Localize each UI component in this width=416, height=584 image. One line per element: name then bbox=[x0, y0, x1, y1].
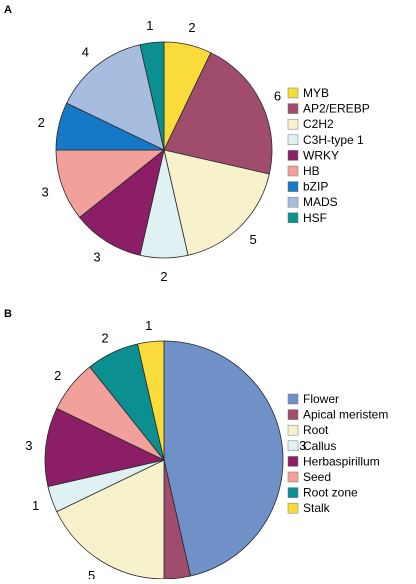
legend-label-ap2-erebp: AP2/EREBP bbox=[303, 102, 370, 116]
pie-slice-flower bbox=[163, 340, 284, 577]
legend-label-hsf: HSF bbox=[303, 211, 327, 225]
legend-label-c3h-type-1: C3H-type 1 bbox=[303, 133, 364, 147]
legend-swatch-hsf bbox=[287, 212, 299, 224]
panel-a-label: A bbox=[4, 4, 12, 16]
legend-label-mads: MADS bbox=[303, 195, 338, 209]
slice-value-label-callus: 1 bbox=[32, 498, 39, 513]
slice-value-label-bzip: 2 bbox=[38, 115, 45, 130]
slice-value-label-ap2-erebp: 6 bbox=[274, 88, 281, 103]
pie-slice-c2h2 bbox=[163, 149, 270, 256]
slice-value-label-c2h2: 5 bbox=[249, 232, 256, 247]
legend-swatch-c3h-type-1 bbox=[287, 134, 299, 146]
legend-swatch-ap2-erebp bbox=[287, 103, 299, 114]
pie-slice-stalk bbox=[137, 340, 165, 461]
legend-label-myb: MYB bbox=[303, 86, 329, 100]
legend-swatch-herbaspirillum bbox=[287, 456, 299, 467]
slice-value-label-root-zone: 2 bbox=[101, 331, 108, 346]
legend-label-seed: Seed bbox=[303, 470, 331, 484]
legend-swatch-bzip bbox=[287, 181, 299, 192]
legend-label-wrky: WRKY bbox=[303, 148, 339, 162]
pie-slice-hb bbox=[55, 149, 166, 218]
legend-swatch-seed bbox=[287, 471, 299, 483]
pie-slice-herbaspirillum bbox=[44, 407, 166, 487]
pie-slice-ap2-erebp bbox=[163, 52, 273, 175]
pie-slice-hsf bbox=[139, 41, 165, 151]
slice-value-label-seed: 2 bbox=[54, 368, 61, 383]
slice-value-label-wrky: 3 bbox=[93, 250, 100, 265]
legend-swatch-c2h2 bbox=[287, 118, 299, 130]
legend-label-flower: Flower bbox=[303, 392, 339, 406]
legend-swatch-apical-meristem bbox=[287, 409, 299, 420]
legend-swatch-root-zone bbox=[287, 487, 299, 498]
panel-b-label: B bbox=[4, 308, 12, 320]
legend-swatch-wrky bbox=[287, 150, 299, 161]
legend-label-c2h2: C2H2 bbox=[303, 117, 334, 131]
legend-swatch-hb bbox=[287, 165, 299, 177]
pie-slice-wrky bbox=[78, 148, 165, 256]
legend-label-stalk: Stalk bbox=[303, 501, 331, 515]
legend-swatch-stalk bbox=[287, 502, 299, 514]
legend-swatch-flower bbox=[287, 393, 299, 405]
slice-value-label-mads: 4 bbox=[82, 45, 89, 60]
legend-swatch-myb bbox=[287, 87, 299, 99]
slice-value-label-myb: 2 bbox=[188, 20, 195, 35]
pie-chart-b: 131513221FlowerApical meristemRootCallus… bbox=[25, 318, 388, 583]
legend-swatch-root bbox=[287, 424, 299, 436]
slice-value-label-hb: 3 bbox=[41, 185, 48, 200]
slice-value-label-hsf: 1 bbox=[146, 18, 153, 33]
legend-label-root-zone: Root zone bbox=[303, 486, 358, 500]
slice-value-label-stalk: 1 bbox=[145, 318, 152, 333]
slice-value-label-root: 5 bbox=[88, 568, 95, 579]
legend-swatch-mads bbox=[287, 196, 299, 208]
slice-value-label-c3h-type-1: 2 bbox=[160, 269, 167, 284]
pie-slice-mads bbox=[66, 44, 165, 151]
legend-label-hb: HB bbox=[303, 164, 320, 178]
legend-label-root: Root bbox=[303, 423, 329, 437]
legend-label-callus: Callus bbox=[303, 439, 336, 453]
legend-label-bzip: bZIP bbox=[303, 180, 328, 194]
legend-swatch-callus bbox=[287, 440, 299, 452]
legend-label-herbaspirillum: Herbaspirillum bbox=[303, 454, 380, 468]
legend-label-apical-meristem: Apical meristem bbox=[303, 408, 388, 422]
slice-value-label-herbaspirillum: 3 bbox=[25, 438, 32, 453]
